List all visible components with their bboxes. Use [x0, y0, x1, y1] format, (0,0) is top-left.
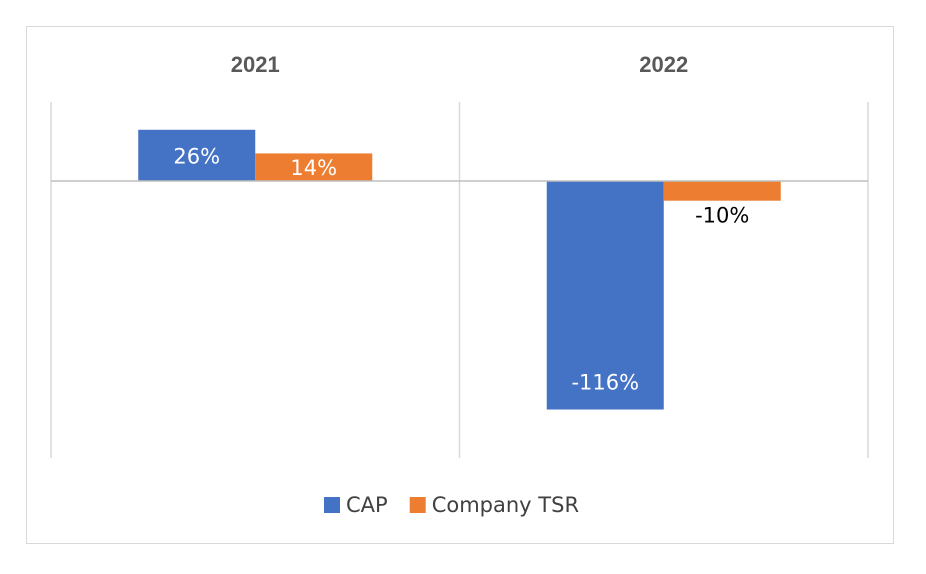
category-labels: 2021 2022: [231, 52, 688, 77]
bar: [138, 129, 256, 181]
legend-label: CAP: [346, 493, 388, 517]
data-label: 14%: [290, 156, 337, 180]
bar: [255, 153, 373, 181]
data-label: -116%: [571, 371, 639, 395]
data-label: 26%: [173, 144, 220, 168]
legend-swatch: [324, 497, 340, 513]
data-label: -10%: [695, 204, 749, 228]
category-label: 2021: [231, 52, 280, 77]
legend-swatch: [409, 497, 426, 513]
category-label: 2022: [639, 52, 688, 77]
legend-item: Company TSR: [409, 493, 579, 517]
bars: [138, 129, 781, 410]
legend: CAP Company TSR: [324, 493, 579, 517]
legend-label: Company TSR: [432, 493, 579, 517]
data-labels: 26% 14% -116% -10%: [173, 144, 749, 394]
panel-dividers: [50, 102, 869, 458]
legend-item: CAP: [324, 493, 388, 517]
bar: [663, 181, 781, 201]
bar: [546, 181, 664, 410]
